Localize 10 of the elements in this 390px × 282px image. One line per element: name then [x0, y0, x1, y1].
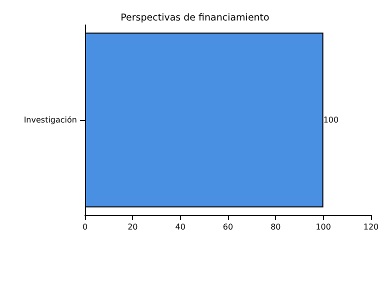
x-tick-label: 20: [128, 222, 138, 232]
x-tick-label: 40: [175, 222, 186, 232]
x-tick-label: 0: [82, 222, 88, 232]
data-label: 100: [323, 116, 339, 124]
x-tick-label: 80: [270, 222, 281, 232]
x-tick-label: 60: [222, 222, 234, 232]
x-tick-label: 120: [363, 222, 379, 232]
chart-title: Perspectivas de financiamiento: [120, 12, 270, 24]
y-tick-label: Investigación: [24, 116, 77, 124]
x-tick-label: 100: [316, 222, 331, 232]
